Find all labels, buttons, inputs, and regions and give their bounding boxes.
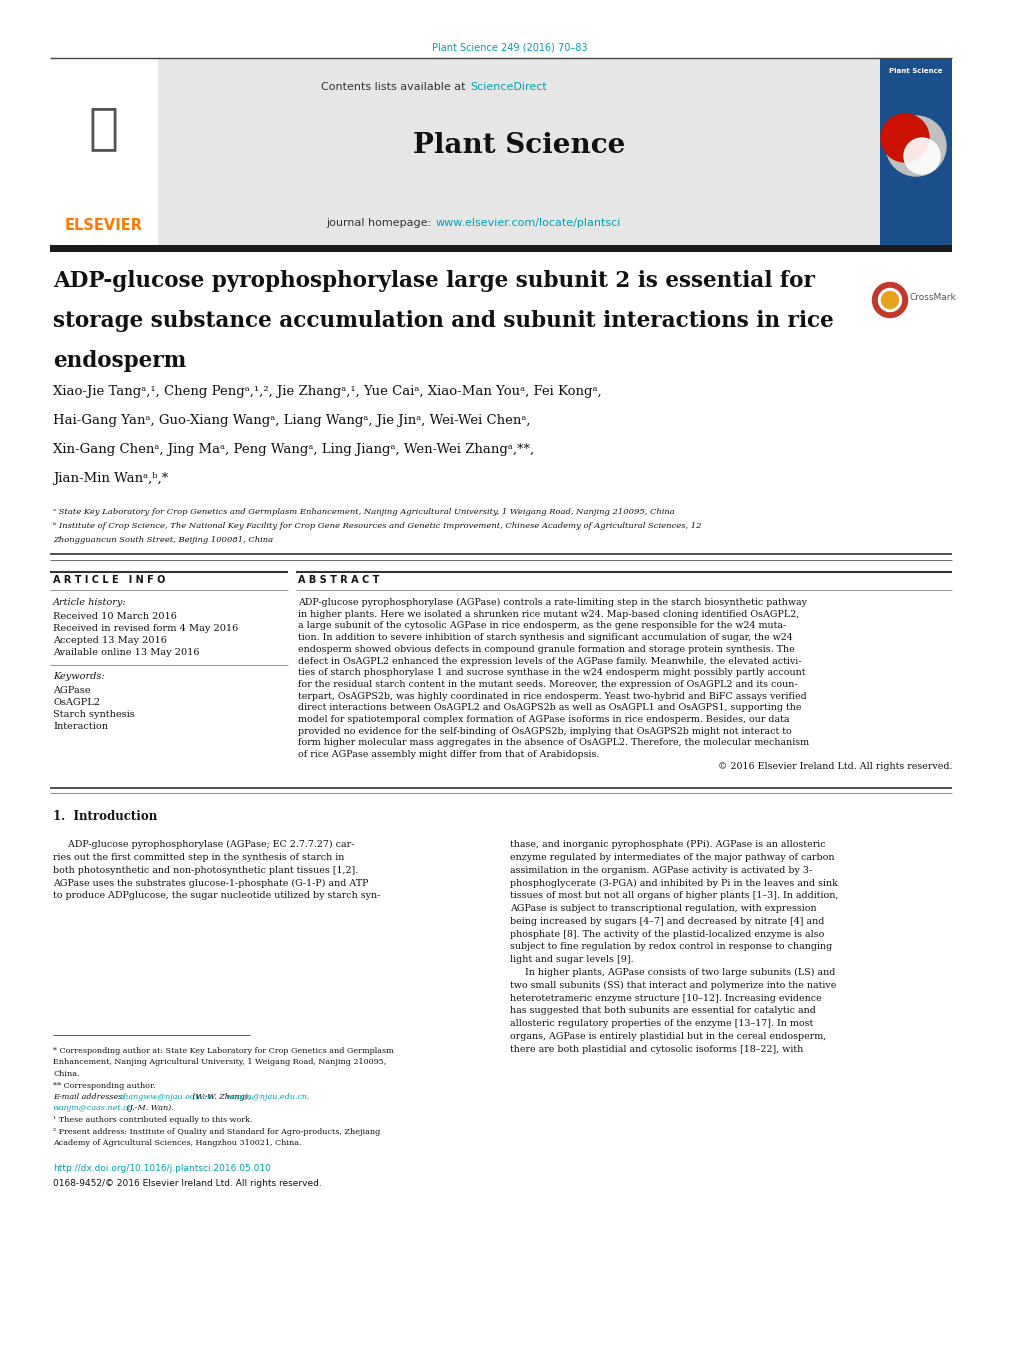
- Text: for the residual starch content in the mutant seeds. Moreover, the expression of: for the residual starch content in the m…: [298, 680, 797, 689]
- Text: Xiao-Jie Tangᵃ,¹, Cheng Pengᵃ,¹,², Jie Zhangᵃ,¹, Yue Caiᵃ, Xiao-Man Youᵃ, Fei Ko: Xiao-Jie Tangᵃ,¹, Cheng Pengᵃ,¹,², Jie Z…: [53, 385, 601, 399]
- Text: AGPase: AGPase: [53, 686, 91, 694]
- Circle shape: [903, 138, 940, 174]
- Circle shape: [886, 116, 945, 176]
- Text: Enhancement, Nanjing Agricultural University, 1 Weigang Road, Nanjing 210095,: Enhancement, Nanjing Agricultural Univer…: [53, 1058, 386, 1066]
- Circle shape: [880, 292, 898, 308]
- Text: thase, and inorganic pyrophosphate (PPi). AGPase is an allosteric: thase, and inorganic pyrophosphate (PPi)…: [510, 840, 824, 850]
- Text: Received 10 March 2016: Received 10 March 2016: [53, 612, 176, 621]
- Text: www.elsevier.com/locate/plantsci: www.elsevier.com/locate/plantsci: [435, 218, 621, 228]
- Text: Hai-Gang Yanᵃ, Guo-Xiang Wangᵃ, Liang Wangᵃ, Jie Jinᵃ, Wei-Wei Chenᵃ,: Hai-Gang Yanᵃ, Guo-Xiang Wangᵃ, Liang Wa…: [53, 413, 530, 427]
- Text: ᵃ State Key Laboratory for Crop Genetics and Germplasm Enhancement, Nanjing Agri: ᵃ State Key Laboratory for Crop Genetics…: [53, 508, 675, 516]
- Text: terpart, OsAGPS2b, was highly coordinated in rice endosperm. Yeast two-hybrid an: terpart, OsAGPS2b, was highly coordinate…: [298, 692, 806, 701]
- Text: tion. In addition to severe inhibition of starch synthesis and significant accum: tion. In addition to severe inhibition o…: [298, 634, 792, 642]
- Bar: [879, 58, 951, 245]
- Text: there are both plastidial and cytosolic isoforms [18–22], with: there are both plastidial and cytosolic …: [510, 1044, 803, 1054]
- Text: model for spatiotemporal complex formation of AGPase isoforms in rice endosperm.: model for spatiotemporal complex formati…: [298, 715, 789, 724]
- Text: two small subunits (SS) that interact and polymerize into the native: two small subunits (SS) that interact an…: [510, 981, 836, 990]
- Text: Article history:: Article history:: [53, 598, 126, 607]
- Text: Available online 13 May 2016: Available online 13 May 2016: [53, 648, 200, 657]
- Text: phosphoglycerate (3-PGA) and inhibited by Pi in the leaves and sink: phosphoglycerate (3-PGA) and inhibited b…: [510, 878, 837, 888]
- Text: direct interactions between OsAGPL2 and OsAGPS2b as well as OsAGPL1 and OsAGPS1,: direct interactions between OsAGPL2 and …: [298, 704, 801, 712]
- Text: Starch synthesis: Starch synthesis: [53, 711, 135, 719]
- Text: China.: China.: [53, 1070, 79, 1078]
- Text: has suggested that both subunits are essential for catalytic and: has suggested that both subunits are ess…: [510, 1006, 815, 1016]
- Text: In higher plants, AGPase consists of two large subunits (LS) and: In higher plants, AGPase consists of two…: [510, 969, 835, 977]
- Text: wanjm@njau.edu.cn,: wanjm@njau.edu.cn,: [226, 1093, 310, 1101]
- Text: form higher molecular mass aggregates in the absence of OsAGPL2. Therefore, the : form higher molecular mass aggregates in…: [298, 739, 808, 747]
- Text: zhangww@njau.edu.cn: zhangww@njau.edu.cn: [119, 1093, 213, 1101]
- Text: of rice AGPase assembly might differ from that of Arabidopsis.: of rice AGPase assembly might differ fro…: [298, 750, 599, 759]
- Text: CrossMark: CrossMark: [909, 293, 956, 303]
- Text: allosteric regulatory properties of the enzyme [13–17]. In most: allosteric regulatory properties of the …: [510, 1019, 812, 1028]
- Text: ᵇ Institute of Crop Science, The National Key Facility for Crop Gene Resources a: ᵇ Institute of Crop Science, The Nationa…: [53, 521, 701, 530]
- Bar: [158, 58, 879, 245]
- Text: journal homepage:: journal homepage:: [326, 218, 434, 228]
- Text: ² Present address: Institute of Quality and Standard for Agro-products, Zhejiang: ² Present address: Institute of Quality …: [53, 1128, 380, 1135]
- Text: ADP-glucose pyrophosphorylase large subunit 2 is essential for: ADP-glucose pyrophosphorylase large subu…: [53, 270, 814, 292]
- Text: 🌲: 🌲: [89, 104, 119, 153]
- Text: Zhongguancun South Street, Beijing 100081, China: Zhongguancun South Street, Beijing 10008…: [53, 536, 273, 544]
- Circle shape: [880, 113, 928, 162]
- Text: ** Corresponding author.: ** Corresponding author.: [53, 1082, 155, 1089]
- Text: A R T I C L E   I N F O: A R T I C L E I N F O: [53, 576, 165, 585]
- Text: enzyme regulated by intermediates of the major pathway of carbon: enzyme regulated by intermediates of the…: [510, 852, 834, 862]
- Text: (W.-W. Zhang),: (W.-W. Zhang),: [190, 1093, 253, 1101]
- Text: ties of starch phosphorylase 1 and sucrose synthase in the w24 endosperm might p: ties of starch phosphorylase 1 and sucro…: [298, 669, 805, 677]
- Text: both photosynthetic and non-photosynthetic plant tissues [1,2].: both photosynthetic and non-photosynthet…: [53, 866, 358, 874]
- Text: Contents lists available at: Contents lists available at: [321, 82, 469, 92]
- Text: http://dx.doi.org/10.1016/j.plantsci.2016.05.010: http://dx.doi.org/10.1016/j.plantsci.201…: [53, 1165, 271, 1173]
- Text: Plant Science: Plant Science: [413, 132, 625, 159]
- Text: a large subunit of the cytosolic AGPase in rice endosperm, as the gene responsib: a large subunit of the cytosolic AGPase …: [298, 621, 786, 631]
- Bar: [50, 245, 951, 251]
- Text: (J.-M. Wan).: (J.-M. Wan).: [123, 1105, 173, 1112]
- Text: Xin-Gang Chenᵃ, Jing Maᵃ, Peng Wangᵃ, Ling Jiangᵃ, Wen-Wei Zhangᵃ,**,: Xin-Gang Chenᵃ, Jing Maᵃ, Peng Wangᵃ, Li…: [53, 443, 534, 457]
- Text: E-mail addresses:: E-mail addresses:: [53, 1093, 127, 1101]
- Text: phosphate [8]. The activity of the plastid-localized enzyme is also: phosphate [8]. The activity of the plast…: [510, 929, 823, 939]
- Bar: [53, 62, 155, 197]
- Text: ADP-glucose pyrophosphorylase (AGPase; EC 2.7.7.27) car-: ADP-glucose pyrophosphorylase (AGPase; E…: [53, 840, 354, 850]
- Text: Keywords:: Keywords:: [53, 671, 105, 681]
- Text: AGPase uses the substrates glucose-1-phosphate (G-1-P) and ATP: AGPase uses the substrates glucose-1-pho…: [53, 878, 368, 888]
- Text: ries out the first committed step in the synthesis of starch in: ries out the first committed step in the…: [53, 852, 344, 862]
- Text: tissues of most but not all organs of higher plants [1–3]. In addition,: tissues of most but not all organs of hi…: [510, 892, 838, 900]
- Text: AGPase is subject to transcriptional regulation, with expression: AGPase is subject to transcriptional reg…: [510, 904, 816, 913]
- Bar: [50, 58, 158, 245]
- Text: light and sugar levels [9].: light and sugar levels [9].: [510, 955, 633, 965]
- Text: wanjm@caas.net.cn: wanjm@caas.net.cn: [53, 1105, 133, 1112]
- Text: ¹ These authors contributed equally to this work.: ¹ These authors contributed equally to t…: [53, 1116, 253, 1124]
- Text: Accepted 13 May 2016: Accepted 13 May 2016: [53, 636, 167, 644]
- Text: to produce ADPglucose, the sugar nucleotide utilized by starch syn-: to produce ADPglucose, the sugar nucleot…: [53, 892, 380, 900]
- Text: subject to fine regulation by redox control in response to changing: subject to fine regulation by redox cont…: [510, 943, 832, 951]
- Text: Jian-Min Wanᵃ,ᵇ,*: Jian-Min Wanᵃ,ᵇ,*: [53, 471, 168, 485]
- Text: being increased by sugars [4–7] and decreased by nitrate [4] and: being increased by sugars [4–7] and decr…: [510, 917, 823, 925]
- Text: provided no evidence for the self-binding of OsAGPS2b, implying that OsAGPS2b mi: provided no evidence for the self-bindin…: [298, 727, 791, 736]
- Text: Interaction: Interaction: [53, 721, 108, 731]
- Text: Plant Science 249 (2016) 70–83: Plant Science 249 (2016) 70–83: [432, 42, 587, 51]
- Circle shape: [871, 282, 907, 317]
- Text: ADP-glucose pyrophosphorylase (AGPase) controls a rate-limiting step in the star: ADP-glucose pyrophosphorylase (AGPase) c…: [298, 598, 806, 607]
- Text: endosperm showed obvious defects in compound granule formation and storage prote: endosperm showed obvious defects in comp…: [298, 644, 794, 654]
- Text: storage substance accumulation and subunit interactions in rice: storage substance accumulation and subun…: [53, 309, 833, 332]
- Text: ELSEVIER: ELSEVIER: [65, 218, 143, 232]
- Text: A B S T R A C T: A B S T R A C T: [298, 576, 379, 585]
- Text: in higher plants. Here we isolated a shrunken rice mutant w24. Map-based cloning: in higher plants. Here we isolated a shr…: [298, 609, 799, 619]
- Text: Academy of Agricultural Sciences, Hangzhou 310021, China.: Academy of Agricultural Sciences, Hangzh…: [53, 1139, 302, 1147]
- Text: © 2016 Elsevier Ireland Ltd. All rights reserved.: © 2016 Elsevier Ireland Ltd. All rights …: [716, 762, 951, 771]
- Text: OsAGPL2: OsAGPL2: [53, 698, 100, 707]
- Text: organs, AGPase is entirely plastidial but in the cereal endosperm,: organs, AGPase is entirely plastidial bu…: [510, 1032, 825, 1042]
- Text: Received in revised form 4 May 2016: Received in revised form 4 May 2016: [53, 624, 238, 634]
- Text: Plant Science: Plant Science: [889, 68, 942, 74]
- Text: defect in OsAGPL2 enhanced the expression levels of the AGPase family. Meanwhile: defect in OsAGPL2 enhanced the expressio…: [298, 657, 801, 666]
- Text: heterotetrameric enzyme structure [10–12]. Increasing evidence: heterotetrameric enzyme structure [10–12…: [510, 993, 821, 1002]
- Text: * Corresponding author at: State Key Laboratory for Crop Genetics and Germplasm: * Corresponding author at: State Key Lab…: [53, 1047, 393, 1055]
- Text: assimilation in the organism. AGPase activity is activated by 3-: assimilation in the organism. AGPase act…: [510, 866, 811, 874]
- Circle shape: [877, 289, 901, 312]
- Text: 1.  Introduction: 1. Introduction: [53, 811, 157, 823]
- Text: endosperm: endosperm: [53, 350, 186, 372]
- Text: ScienceDirect: ScienceDirect: [470, 82, 546, 92]
- Text: 0168-9452/© 2016 Elsevier Ireland Ltd. All rights reserved.: 0168-9452/© 2016 Elsevier Ireland Ltd. A…: [53, 1179, 321, 1188]
